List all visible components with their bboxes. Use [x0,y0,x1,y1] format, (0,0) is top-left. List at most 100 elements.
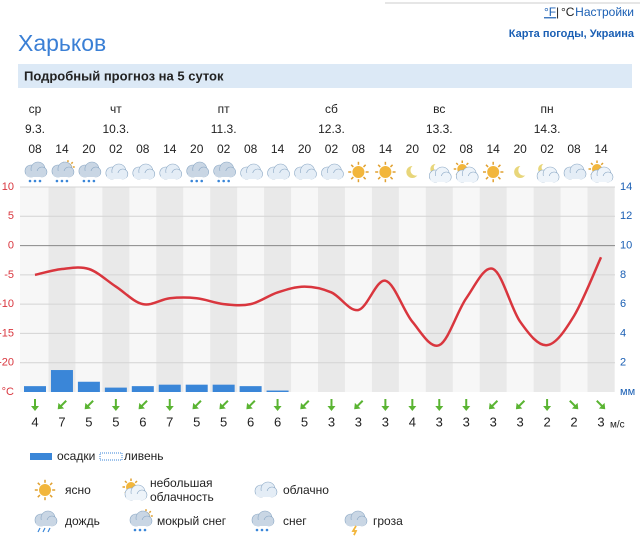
cloud-base [565,173,586,179]
day-date: 13.3. [426,122,453,136]
weather-icon [213,161,236,183]
snow [133,528,137,532]
wind-speed: 6 [247,414,254,429]
weather-icon [536,163,560,183]
day-name: ср [29,102,42,116]
icon-legend-label: облачно [283,483,329,497]
hour-label: 20 [298,142,312,156]
tick-label: 10 [620,239,632,251]
wind-speed: 3 [328,414,335,429]
cloud-base [256,491,276,497]
tick-label: мм [620,386,635,398]
hour-label: 14 [55,142,69,156]
wind-arrow [300,400,310,410]
settings-link[interactable]: Настройки [575,5,634,19]
snow [55,179,59,183]
precip-bar [266,390,289,392]
sun-ray [497,164,501,168]
weather-icon [482,161,504,183]
city-title: Харьков [18,30,106,56]
cloud-base [26,171,46,177]
tick-label: 5 [8,210,14,222]
snow [38,179,42,183]
precip-swatch [30,453,52,460]
arrow-head [462,406,471,411]
map-link[interactable]: Карта погоды, Украина [509,28,635,40]
arrow-head [84,402,92,410]
arrow-head [515,402,523,410]
rain [42,527,46,533]
snow [28,179,32,183]
day-name: пт [218,102,230,116]
weather-icon [159,163,183,180]
column-band [587,187,615,392]
arrow-head [138,402,145,410]
sun-ray [497,176,501,180]
tick-label: 6 [620,298,626,310]
sun [39,484,51,496]
sun-ray [485,164,489,168]
arrow-head [435,406,444,411]
hour-label: 02 [433,142,447,156]
weather-icon [78,161,102,183]
cloud-base [106,173,127,179]
wind-speed: 3 [517,414,524,429]
section-bar [18,64,632,88]
tick-label: 0 [8,239,14,251]
precip-bar [131,386,154,392]
wind-arrow [219,400,229,410]
column-band [48,187,76,392]
rain [37,527,41,533]
snow [87,179,91,183]
weather-icon [375,161,396,183]
tick-label: 12 [620,210,632,222]
sun-ray [465,162,469,166]
cloud-base [126,494,146,500]
weather-icon [122,478,148,501]
sun-ray [37,494,41,498]
weather-icon [132,163,156,180]
snow [82,179,86,183]
column-band [102,187,130,392]
sun-ray [124,480,128,484]
wind-speed: 3 [382,414,389,429]
hour-label: 14 [271,142,285,156]
arrow-head [300,402,307,410]
column-band [479,187,507,392]
wind-arrow [543,399,552,411]
snow [222,179,225,183]
weather-icon [294,163,317,180]
arrow-head [571,402,579,410]
wind-arrow [138,400,148,410]
precip-bar [158,384,181,392]
weather-icon [34,510,58,533]
wind-arrow [408,399,417,411]
cloud-base [253,520,273,526]
weather-icon [254,481,278,498]
weather-icon [344,510,368,536]
weather-icon [348,161,369,183]
rain [47,527,51,533]
cloud-base [592,176,612,182]
sun-ray [70,161,74,165]
snow [260,528,264,532]
icon-legend-label: ясно [65,483,91,497]
sun-ray [37,482,41,486]
column-band [533,187,561,392]
snow [143,528,147,532]
snow [227,179,230,183]
wind-arrow [165,399,174,411]
moon-cut [518,164,530,176]
arrow-head [31,406,39,411]
arrow-head [488,402,496,410]
snow [200,179,204,183]
cloud-base [346,520,366,526]
fahrenheit-link[interactable]: °F [544,5,556,19]
hour-label: 20 [190,142,204,156]
column-band [210,187,238,392]
bolt [351,525,358,536]
snow [255,528,259,532]
tick-label: 10 [2,181,14,193]
wind-speed: 6 [274,414,281,429]
